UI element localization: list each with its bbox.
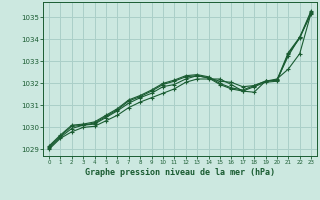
X-axis label: Graphe pression niveau de la mer (hPa): Graphe pression niveau de la mer (hPa) [85,168,275,177]
